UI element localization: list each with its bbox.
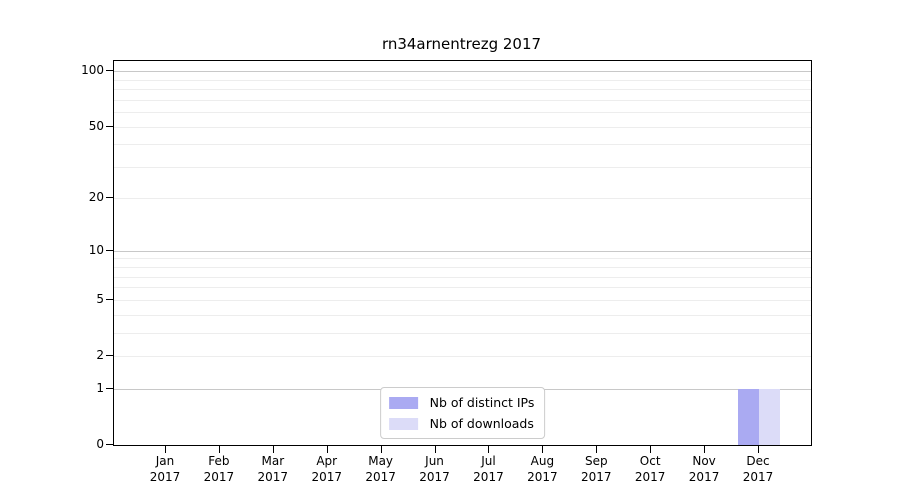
y-tick-label: 0 <box>96 437 104 451</box>
legend-swatch <box>388 417 418 430</box>
x-tick-label: Jun 2017 <box>419 454 450 484</box>
y-tick-label: 10 <box>88 242 104 257</box>
x-tick-label: Feb 2017 <box>203 454 235 484</box>
minor-gridline <box>114 258 811 260</box>
minor-gridline <box>114 79 811 81</box>
plot-area: Nb of distinct IPs Nb of downloads <box>113 60 812 446</box>
x-tick-mark <box>165 445 166 453</box>
minor-gridline <box>114 112 811 113</box>
legend-entry: Nb of downloads <box>388 416 535 431</box>
major-gridline <box>114 71 811 73</box>
major-gridline <box>114 250 811 252</box>
minor-gridline <box>114 314 811 316</box>
x-tick-mark <box>434 445 436 453</box>
y-tick-mark <box>106 444 113 445</box>
y-tick-label: 50 <box>88 118 104 133</box>
minor-gridline <box>114 126 811 128</box>
x-tick-label: Dec 2017 <box>742 454 774 484</box>
legend: Nb of distinct IPs Nb of downloads <box>379 387 546 439</box>
x-tick-label: Apr 2017 <box>311 454 342 484</box>
y-tick-mark <box>106 70 113 72</box>
bar-dec-distinct-ips <box>738 388 759 445</box>
legend-label: Nb of distinct IPs <box>429 395 535 410</box>
chart-title: rn34arnentrezg 2017 <box>381 35 542 53</box>
legend-entry: Nb of distinct IPs <box>388 395 535 410</box>
x-tick-mark <box>488 445 490 453</box>
y-tick-mark <box>106 125 113 127</box>
y-tick-label: 1 <box>96 380 104 395</box>
minor-gridline <box>114 166 811 168</box>
y-tick-mark <box>106 249 113 251</box>
x-tick-mark <box>218 445 220 453</box>
y-tick-label: 20 <box>88 190 104 205</box>
minor-gridline <box>114 99 811 101</box>
y-tick-mark <box>106 387 113 389</box>
minor-gridline <box>114 356 811 357</box>
minor-gridline <box>114 287 811 289</box>
bar-dec-downloads <box>759 388 780 445</box>
legend-label: Nb of downloads <box>429 416 534 431</box>
x-tick-mark <box>704 445 706 453</box>
x-tick-mark <box>650 445 652 453</box>
legend-swatch <box>388 396 418 409</box>
y-tick-mark <box>106 355 113 356</box>
x-tick-mark <box>542 445 544 453</box>
x-tick-label: Nov 2017 <box>688 454 720 484</box>
minor-gridline <box>114 276 811 278</box>
minor-gridline <box>114 267 811 269</box>
x-tick-label: Jul 2017 <box>473 454 504 484</box>
minor-gridline <box>114 89 811 91</box>
x-tick-label: Oct 2017 <box>634 454 666 484</box>
x-tick-label: Mar 2017 <box>257 454 289 484</box>
minor-gridline <box>114 144 811 146</box>
x-tick-mark <box>596 445 598 453</box>
minor-gridline <box>114 299 811 301</box>
x-tick-mark <box>326 445 328 453</box>
x-tick-label: Jan 2017 <box>149 454 181 484</box>
y-tick-mark <box>106 197 113 199</box>
x-tick-label: Sep 2017 <box>580 454 612 484</box>
minor-gridline <box>114 198 811 200</box>
y-tick-label: 5 <box>96 291 104 306</box>
x-tick-mark <box>272 445 274 453</box>
y-tick-mark <box>106 298 113 300</box>
x-tick-mark <box>758 445 759 453</box>
minor-gridline <box>114 332 811 334</box>
y-tick-label: 100 <box>81 63 104 78</box>
x-tick-label: Aug 2017 <box>527 454 558 484</box>
y-tick-label: 2 <box>96 348 104 362</box>
x-tick-label: May 2017 <box>365 454 396 484</box>
x-tick-mark <box>380 445 382 453</box>
